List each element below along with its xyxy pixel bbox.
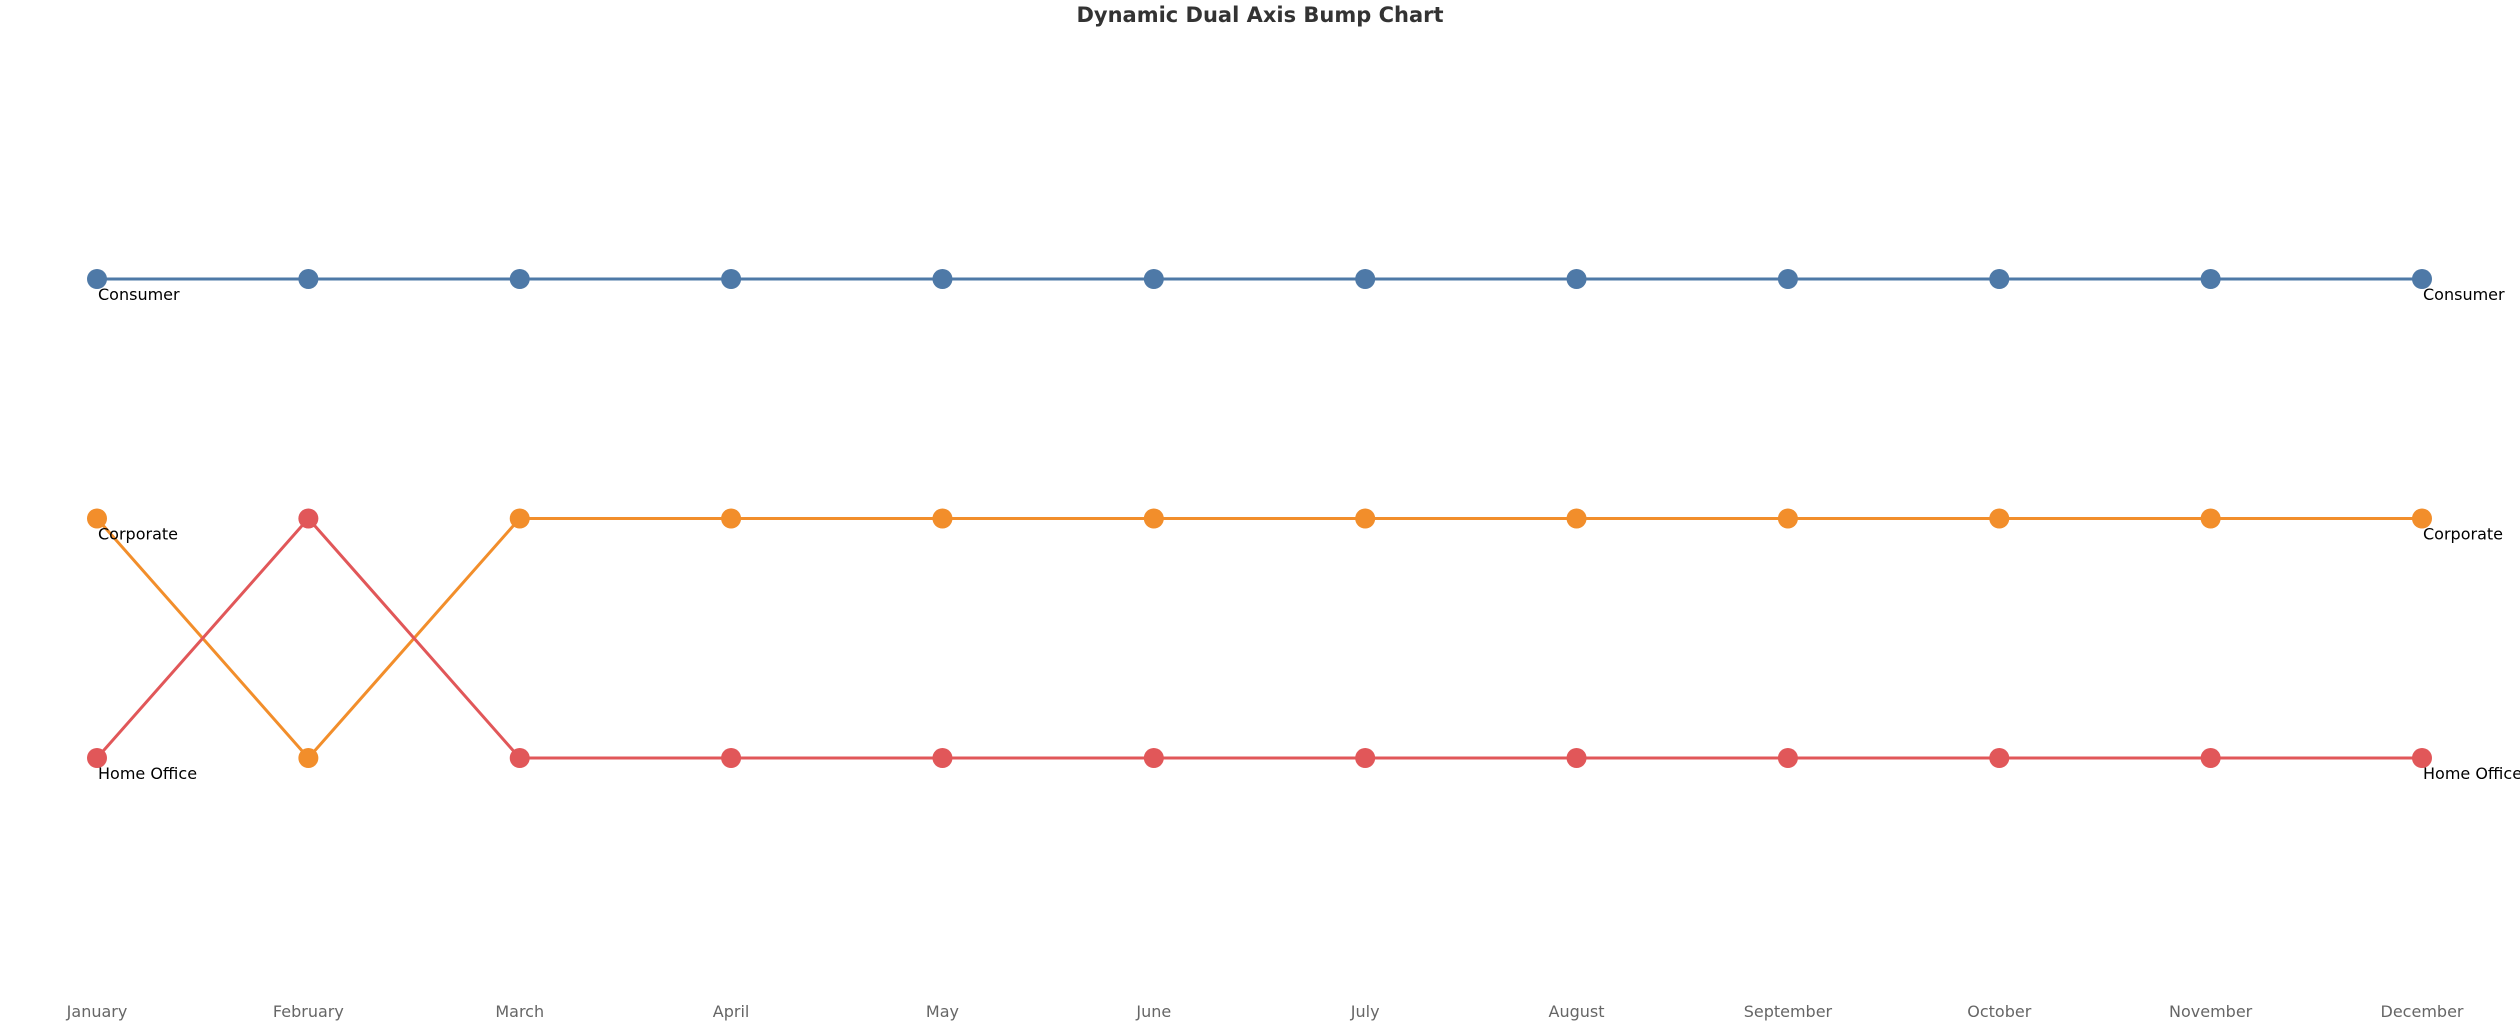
data-point-consumer-september[interactable] bbox=[1777, 269, 1798, 289]
data-point-consumer-december[interactable] bbox=[2412, 269, 2432, 289]
data-point-corporate-november[interactable] bbox=[2200, 508, 2221, 529]
data-point-consumer-november[interactable] bbox=[2200, 269, 2221, 289]
x-tick-label-march: March bbox=[495, 1002, 544, 1021]
data-point-corporate-july[interactable] bbox=[1355, 508, 1376, 529]
data-point-corporate-january[interactable] bbox=[87, 508, 107, 529]
data-point-corporate-august[interactable] bbox=[1566, 508, 1587, 529]
series-labels: Consumer Consumer Corporate Corporate Home O… bbox=[98, 285, 2520, 783]
series-label-consumer-start: Consumer bbox=[98, 285, 180, 304]
data-point-consumer-october[interactable] bbox=[1989, 269, 2010, 289]
data-point-consumer-march[interactable] bbox=[509, 269, 530, 289]
data-point-consumer-august[interactable] bbox=[1566, 269, 1587, 289]
data-point-corporate-may[interactable] bbox=[932, 508, 953, 529]
data-point-consumer-january[interactable] bbox=[87, 269, 107, 289]
data-point-corporate-october[interactable] bbox=[1989, 508, 2010, 529]
series-label-corporate-start: Corporate bbox=[98, 525, 178, 544]
chart-title: Dynamic Dual Axis Bump Chart bbox=[1076, 3, 1443, 27]
data-point-corporate-june[interactable] bbox=[1143, 508, 1164, 529]
series-lines bbox=[95, 277, 2422, 761]
data-point-home-office-november[interactable] bbox=[2200, 748, 2221, 768]
series-points bbox=[87, 269, 2432, 768]
data-point-corporate-march[interactable] bbox=[509, 508, 530, 529]
x-tick-label-october: October bbox=[1967, 1002, 2031, 1021]
data-point-home-office-january[interactable] bbox=[87, 748, 107, 768]
x-tick-label-april: April bbox=[713, 1002, 750, 1021]
data-point-corporate-september[interactable] bbox=[1777, 508, 1798, 529]
x-tick-label-august: August bbox=[1549, 1002, 1605, 1021]
x-tick-label-june: June bbox=[1135, 1002, 1171, 1021]
data-point-home-office-february[interactable] bbox=[298, 508, 319, 529]
data-point-home-office-september[interactable] bbox=[1777, 748, 1798, 768]
data-point-home-office-march[interactable] bbox=[509, 748, 530, 768]
data-point-home-office-december[interactable] bbox=[2412, 748, 2432, 768]
data-point-consumer-june[interactable] bbox=[1143, 269, 1164, 289]
data-point-home-office-august[interactable] bbox=[1566, 748, 1587, 768]
x-tick-label-january: January bbox=[66, 1002, 128, 1021]
data-point-home-office-april[interactable] bbox=[721, 748, 742, 768]
series-line-corporate bbox=[95, 517, 2422, 761]
data-point-corporate-december[interactable] bbox=[2412, 508, 2432, 529]
series-label-consumer-end: Consumer bbox=[2423, 285, 2505, 304]
data-point-consumer-july[interactable] bbox=[1355, 269, 1376, 289]
x-tick-label-september: September bbox=[1744, 1002, 1833, 1021]
data-point-home-office-october[interactable] bbox=[1989, 748, 2010, 768]
data-point-home-office-july[interactable] bbox=[1355, 748, 1376, 768]
series-label-home-office-start: Home Office bbox=[98, 764, 197, 783]
series-line-home-office bbox=[95, 516, 2422, 760]
x-tick-label-july: July bbox=[1350, 1002, 1380, 1021]
data-point-corporate-february[interactable] bbox=[298, 748, 319, 768]
data-point-home-office-june[interactable] bbox=[1143, 748, 1164, 768]
data-point-consumer-may[interactable] bbox=[932, 269, 953, 289]
x-tick-label-may: May bbox=[926, 1002, 959, 1021]
series-label-corporate-end: Corporate bbox=[2423, 525, 2503, 544]
data-point-home-office-may[interactable] bbox=[932, 748, 953, 768]
data-point-consumer-february[interactable] bbox=[298, 269, 319, 289]
x-tick-label-november: November bbox=[2169, 1002, 2253, 1021]
x-tick-label-december: December bbox=[2381, 1002, 2464, 1021]
x-axis: January February March April May June July Augu… bbox=[66, 1002, 2464, 1021]
series-label-home-office-end: Home Office bbox=[2423, 764, 2520, 783]
data-point-consumer-april[interactable] bbox=[721, 269, 742, 289]
x-tick-label-february: February bbox=[273, 1002, 344, 1021]
data-point-corporate-april[interactable] bbox=[721, 508, 742, 529]
